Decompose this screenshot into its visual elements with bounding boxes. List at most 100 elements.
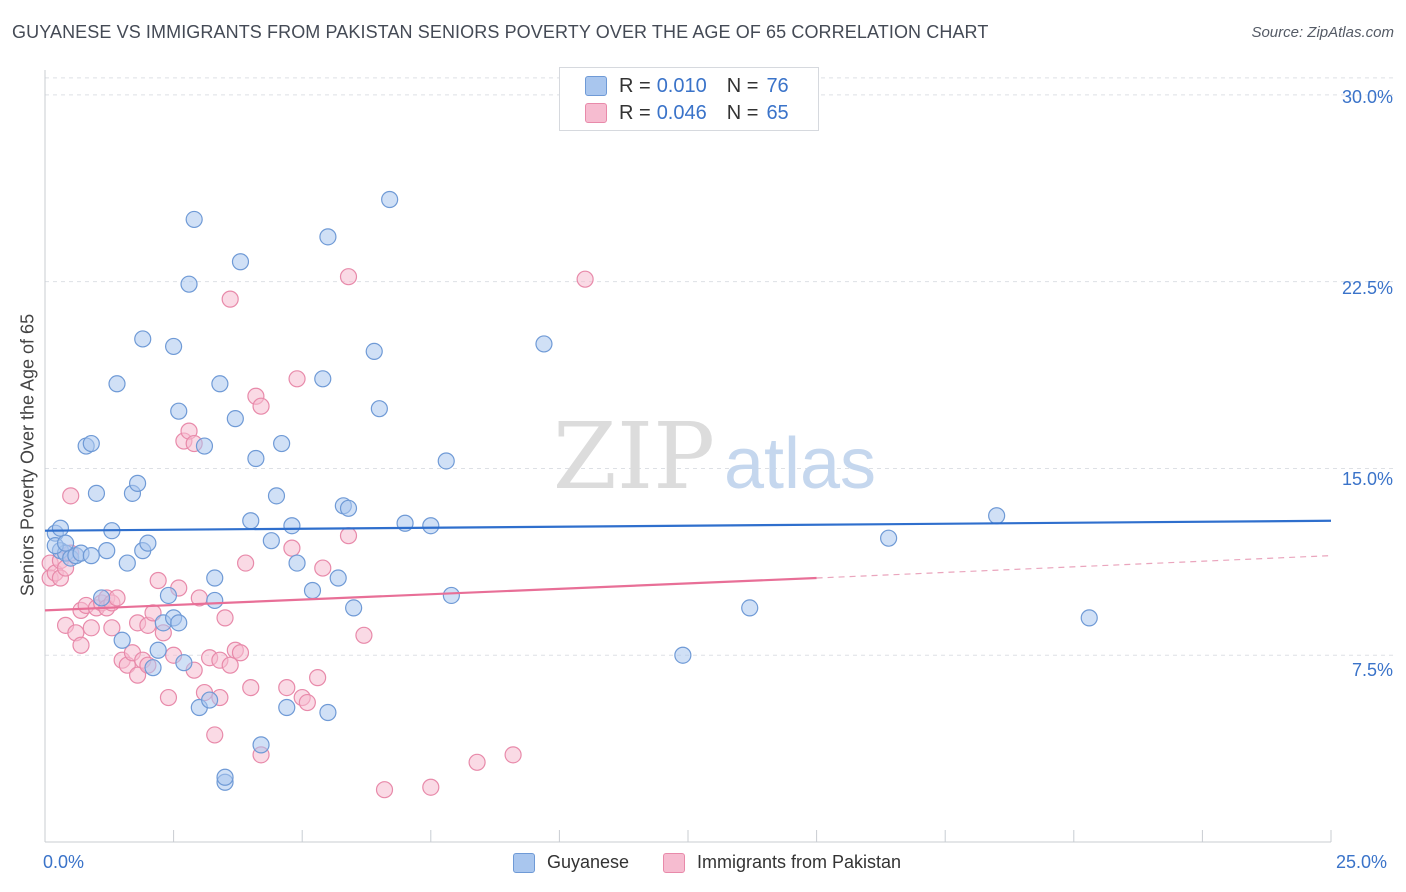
bottom-legend-label-pakistan: Immigrants from Pakistan [697,852,902,872]
point-guyanese [108,375,126,393]
trend-line-pakistan-extension [816,555,1332,579]
trend-line-guyanese [44,519,1332,532]
point-pakistan [504,746,522,764]
bottom-legend-label-guyanese: Guyanese [547,852,630,872]
point-guyanese [56,534,75,552]
point-pakistan [103,619,121,637]
point-pakistan [221,656,239,674]
point-guyanese [303,581,322,600]
point-guyanese [144,659,162,677]
point-pakistan [221,290,239,308]
point-guyanese [206,569,224,587]
point-pakistan [231,644,250,662]
point-guyanese [149,641,167,659]
point-pakistan [242,678,260,697]
point-guyanese [674,646,692,664]
legend-swatch-guyanese [585,76,607,96]
series-pakistan-points [41,268,594,799]
point-guyanese [381,190,399,209]
point-guyanese [113,631,131,649]
legend-r-label: R = [619,101,651,124]
legend-r-value: 0.046 [656,101,707,124]
point-guyanese [262,532,280,550]
point-guyanese [195,437,214,455]
point-guyanese [175,654,193,672]
point-guyanese [365,342,383,361]
point-pakistan [206,726,224,744]
point-guyanese [252,736,270,754]
point-guyanese [741,599,759,617]
point-pakistan [62,487,80,505]
point-guyanese [319,703,337,722]
y-tick-label: 30.0% [1341,87,1393,107]
point-guyanese [288,554,306,572]
y-axis-label: Seniors Poverty Over the Age of 65 [17,313,38,597]
legend-r-value: 0.010 [656,74,707,97]
legend-n-label: N = [726,74,759,97]
point-guyanese [185,210,203,229]
legend-row-guyanese: R = 0.010 N = 76 [585,74,789,98]
y-tick-label: 22.5% [1341,278,1393,298]
point-guyanese [201,691,219,709]
legend-n-value: 65 [766,101,789,124]
point-guyanese [211,375,229,393]
x-tick-label-min: 0.0% [43,852,85,872]
chart-title: GUYANESE VS IMMIGRANTS FROM PAKISTAN SEN… [12,22,989,42]
point-pakistan [288,370,306,388]
point-pakistan [278,678,296,697]
point-guyanese [242,512,260,530]
legend-n-label: N = [726,101,759,124]
bottom-legend-swatch-guyanese [513,852,535,873]
point-pakistan [339,268,358,286]
point-guyanese [273,434,291,453]
point-pakistan [82,619,100,637]
point-guyanese [170,614,188,632]
point-guyanese [339,499,358,517]
point-pakistan [339,527,358,545]
point-guyanese [139,534,157,552]
point-guyanese [87,484,106,502]
point-pakistan [108,589,126,607]
point-pakistan [72,636,90,654]
point-guyanese [535,335,553,353]
trend-line-pakistan [44,576,817,612]
point-guyanese [118,554,136,572]
point-guyanese [82,434,100,453]
point-pakistan [576,270,594,288]
point-guyanese [329,569,347,587]
point-guyanese [51,519,70,537]
correlation-legend: R = 0.010 N = 76 R = 0.046 N = 65 [559,67,819,131]
point-guyanese [247,449,265,468]
point-guyanese [226,410,244,428]
point-pakistan [283,539,301,557]
point-pakistan [309,669,327,687]
point-guyanese [283,517,301,535]
point-guyanese [82,547,100,565]
point-pakistan [237,554,255,572]
watermark-atlas: atlas [724,424,876,504]
bottom-legend-swatch-pakistan [663,852,685,873]
point-guyanese [370,400,388,418]
point-pakistan [422,778,440,796]
source-label: Source: ZipAtlas.com [1251,24,1394,41]
point-pakistan [375,781,394,799]
point-guyanese [128,474,147,492]
point-guyanese [98,542,116,560]
point-guyanese [231,253,250,271]
point-guyanese [880,529,898,547]
point-guyanese [159,586,178,605]
watermark-zip: ZIP [553,403,715,510]
point-pakistan [298,693,316,712]
point-guyanese [1080,609,1098,627]
trend-lines [44,519,1332,612]
point-guyanese [422,517,440,535]
point-pakistan [128,666,147,684]
point-guyanese [216,768,234,786]
axes [44,70,1332,843]
point-pakistan [252,397,270,415]
legend-swatch-pakistan [585,103,607,123]
x-tick-label-max: 25.0% [1336,852,1388,872]
point-guyanese [170,402,188,420]
legend-r-label: R = [619,74,651,97]
point-pakistan [314,559,332,577]
